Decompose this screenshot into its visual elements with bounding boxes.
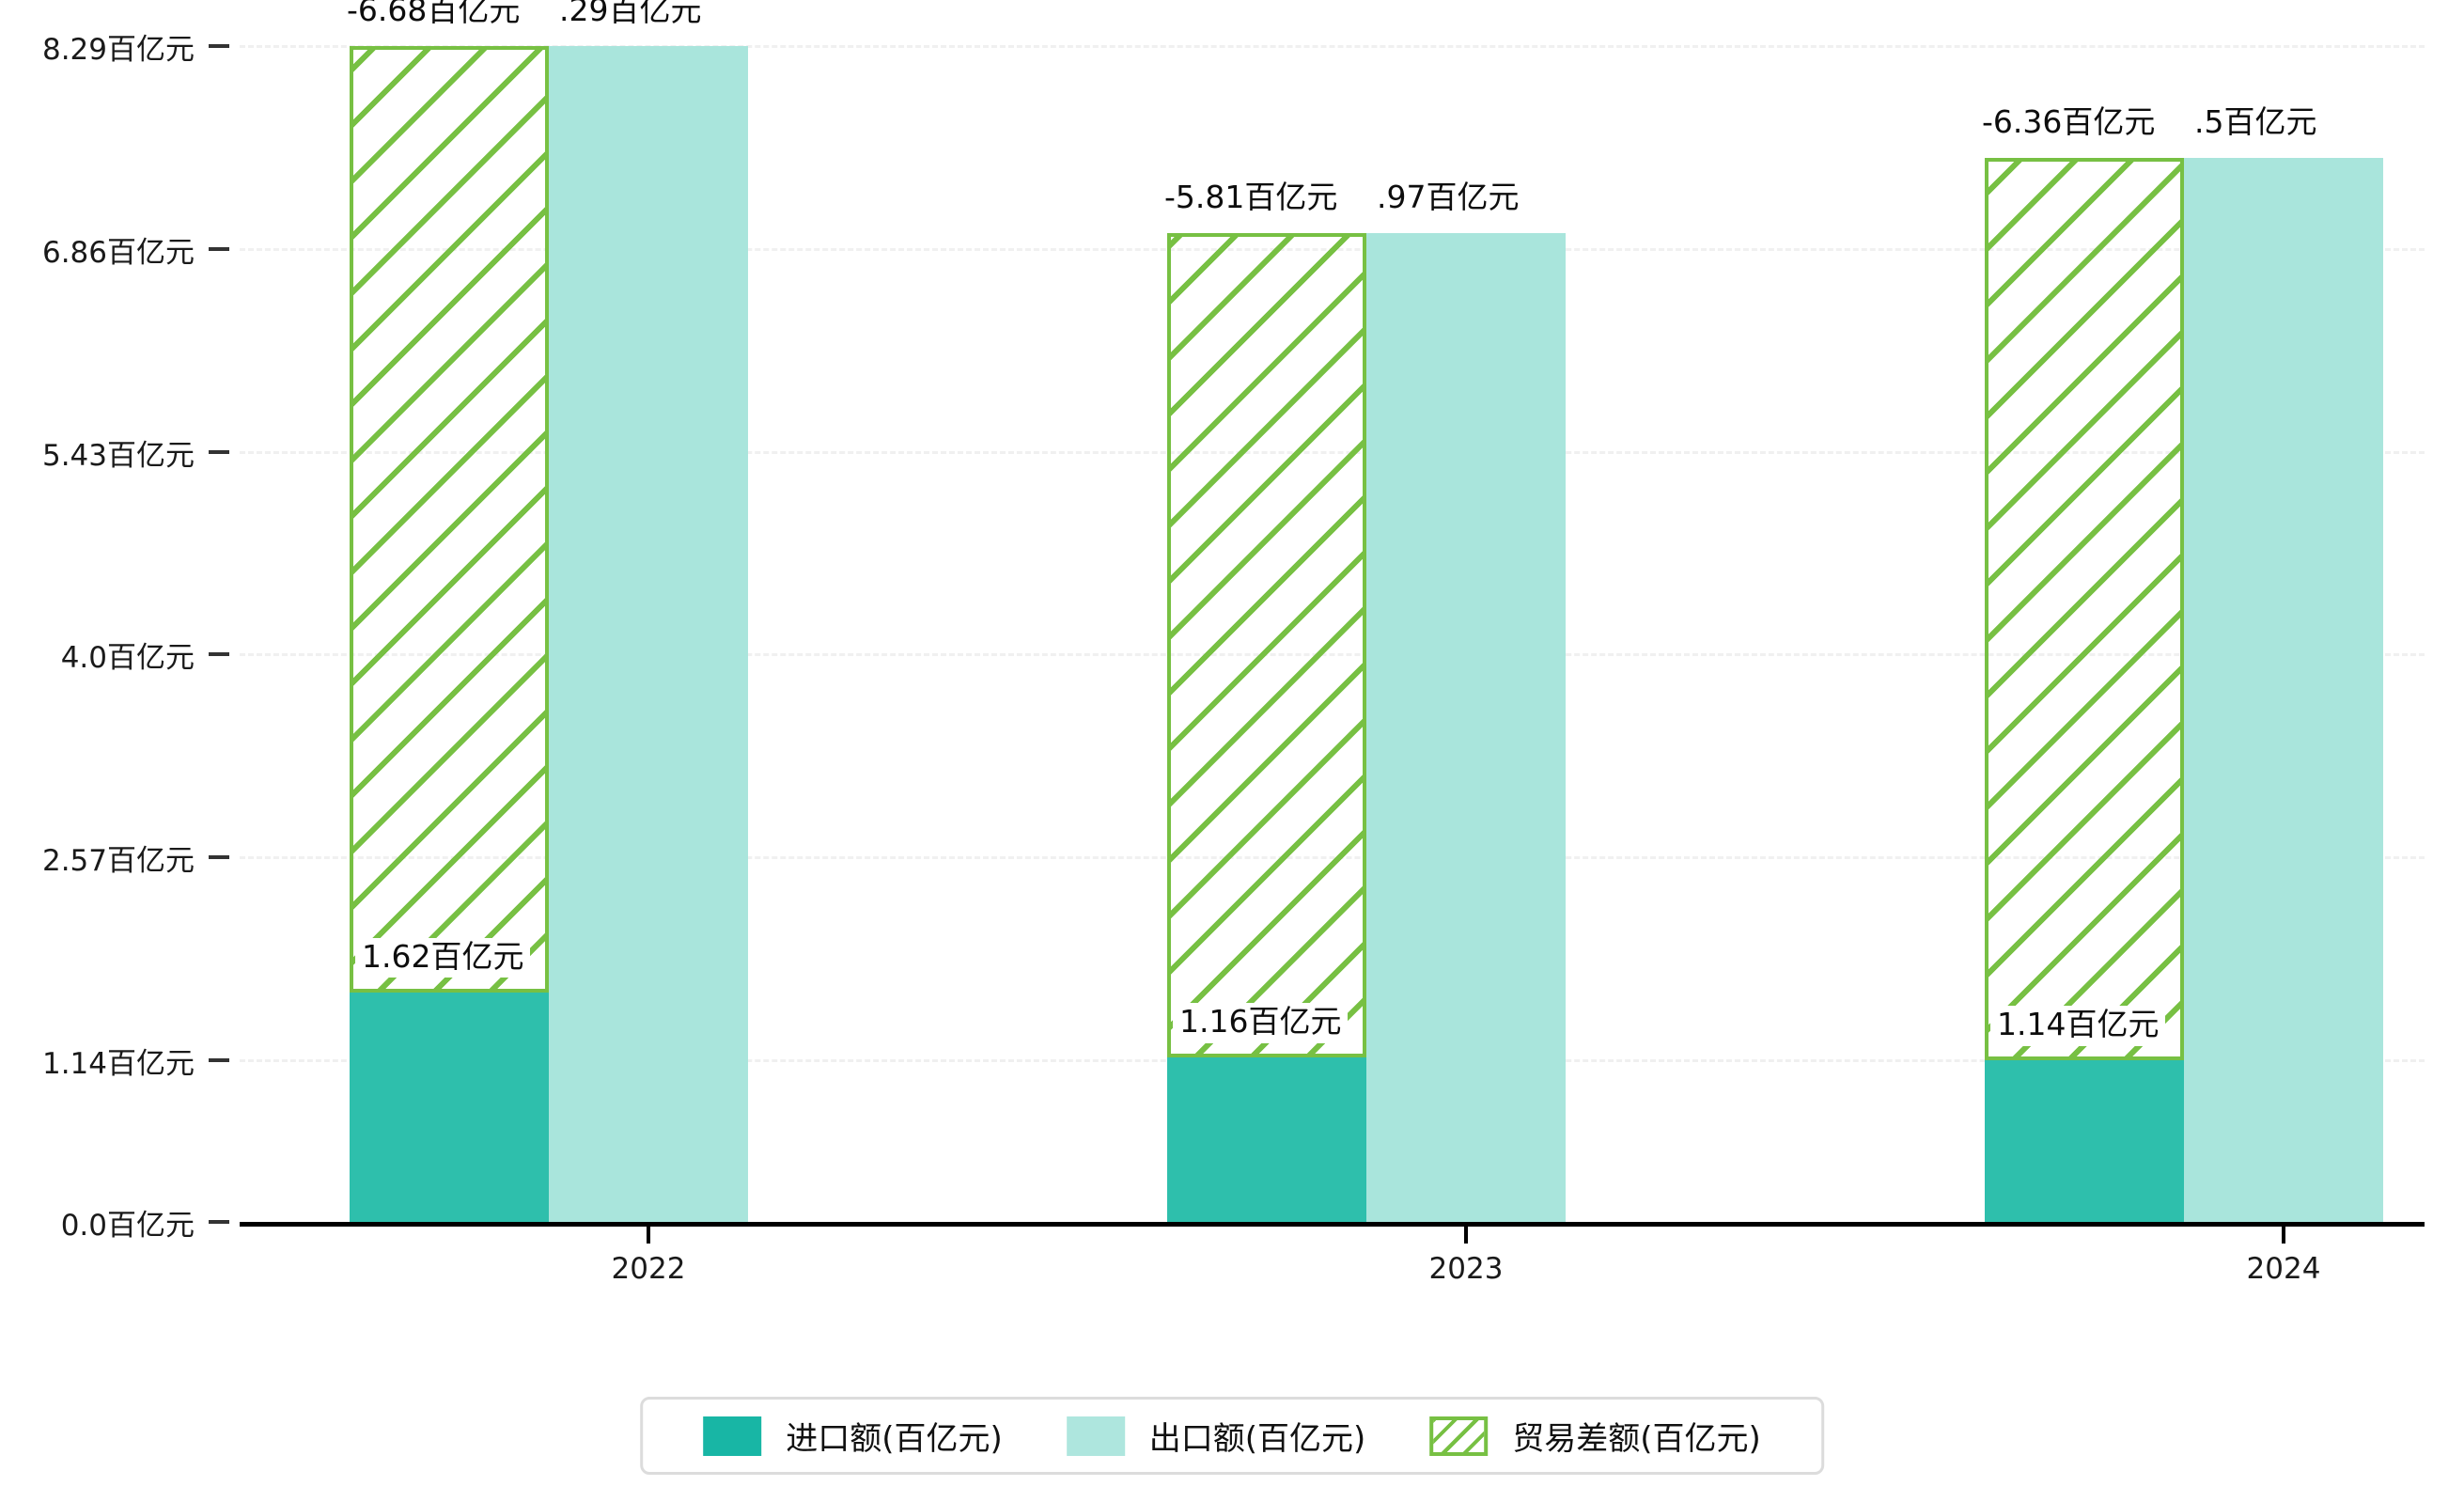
legend-item-import[interactable]: 进口额(百亿元) xyxy=(703,1413,1003,1459)
value-label-trade-balance: -6.68百亿元 xyxy=(340,0,527,32)
bar-export[interactable] xyxy=(1366,233,1566,1222)
bar-import[interactable] xyxy=(1985,1059,2184,1222)
x-axis-tick-label: 2023 xyxy=(1428,1252,1504,1286)
y-axis-tick-mark xyxy=(209,449,229,454)
value-label-export: .5百亿元 xyxy=(2188,103,2324,144)
legend-label-export: 出口额(百亿元) xyxy=(1148,1420,1366,1458)
x-axis-tick-mark xyxy=(647,1227,650,1244)
y-axis-tick-mark xyxy=(209,855,229,860)
y-axis-tick-label: 6.86百亿元 xyxy=(41,235,195,270)
y-axis-tick-mark xyxy=(209,652,229,657)
x-axis-tick-mark xyxy=(2282,1227,2285,1244)
bar-trade-balance[interactable] xyxy=(1985,158,2184,1060)
value-label-export: .29百亿元 xyxy=(553,0,709,32)
x-axis-tick-label: 2024 xyxy=(2246,1252,2321,1286)
y-axis-tick-label: 8.29百亿元 xyxy=(41,33,195,67)
value-label-export: .97百亿元 xyxy=(1370,179,1526,219)
y-axis-tick-mark xyxy=(209,246,229,251)
value-label-trade-balance: -5.81百亿元 xyxy=(1158,179,1345,219)
y-axis-tick-label: 0.0百亿元 xyxy=(60,1209,195,1243)
bar-export[interactable] xyxy=(2184,158,2383,1222)
legend-label-trade-balance: 贸易差额(百亿元) xyxy=(1512,1420,1761,1458)
bar-import[interactable] xyxy=(1167,1056,1366,1222)
export-swatch-icon xyxy=(1066,1416,1125,1456)
y-axis-tick-mark xyxy=(209,1220,229,1224)
x-axis-tick-mark xyxy=(1464,1227,1468,1244)
bar-import[interactable] xyxy=(350,992,549,1222)
chart-legend: 进口额(百亿元) 出口额(百亿元) 贸易差额(百亿元) xyxy=(640,1397,1824,1475)
bar-export[interactable] xyxy=(549,46,748,1222)
x-axis-tick-label: 2022 xyxy=(611,1252,686,1286)
y-axis-tick-mark xyxy=(209,1057,229,1062)
value-label-import: 1.62百亿元 xyxy=(355,937,531,978)
legend-label-import: 进口额(百亿元) xyxy=(786,1420,1003,1458)
legend-item-export[interactable]: 出口额(百亿元) xyxy=(1066,1413,1366,1459)
y-axis-tick-label: 5.43百亿元 xyxy=(41,438,195,473)
value-label-trade-balance: -6.36百亿元 xyxy=(1975,103,2162,144)
y-axis-tick-label: 2.57百亿元 xyxy=(41,844,195,879)
x-axis-line xyxy=(240,1222,2425,1227)
trade-balance-swatch-icon xyxy=(1429,1416,1489,1456)
value-label-import: 1.14百亿元 xyxy=(1990,1005,2166,1046)
bar-trade-balance[interactable] xyxy=(1167,233,1366,1057)
y-axis-tick-label: 1.14百亿元 xyxy=(41,1046,195,1081)
value-label-import: 1.16百亿元 xyxy=(1173,1002,1349,1043)
import-swatch-icon xyxy=(703,1416,762,1456)
gridline xyxy=(240,45,2425,48)
legend-item-trade-balance[interactable]: 贸易差额(百亿元) xyxy=(1429,1413,1761,1459)
y-axis-tick-label: 4.0百亿元 xyxy=(60,641,195,676)
bar-trade-balance[interactable] xyxy=(350,46,549,993)
y-axis-tick-mark xyxy=(209,44,229,48)
